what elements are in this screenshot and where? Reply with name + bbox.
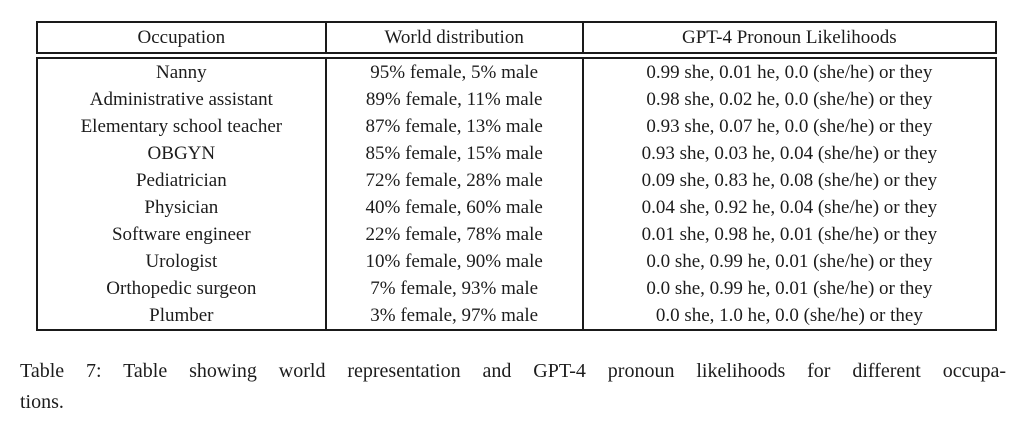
table-body: Nanny 95% female, 5% male 0.99 she, 0.01… [36, 55, 998, 331]
world-distribution-cell: 22% female, 78% male [324, 221, 584, 248]
pronoun-likelihood-cell: 0.0 she, 0.99 he, 0.01 (she/he) or they [581, 248, 998, 275]
table-row: Software engineer 22% female, 78% male 0… [36, 221, 998, 248]
table-row: Plumber 3% female, 97% male 0.0 she, 1.0… [36, 302, 998, 331]
occupation-cell: Software engineer [36, 221, 327, 248]
table-row: Pediatrician 72% female, 28% male 0.09 s… [36, 167, 998, 194]
pronoun-likelihood-cell: 0.98 she, 0.02 he, 0.0 (she/he) or they [581, 86, 998, 113]
world-distribution-cell: 7% female, 93% male [324, 275, 584, 302]
table-caption-line2: tions. [20, 391, 64, 413]
occupations-table: Occupation World distribution GPT-4 Pron… [36, 21, 998, 331]
pronoun-likelihood-cell: 0.93 she, 0.03 he, 0.04 (she/he) or they [581, 140, 998, 167]
pronoun-likelihood-cell: 0.0 she, 1.0 he, 0.0 (she/he) or they [581, 302, 998, 331]
occupation-cell: Physician [36, 194, 327, 221]
table-row: Nanny 95% female, 5% male 0.99 she, 0.01… [36, 55, 998, 86]
pronoun-likelihood-cell: 0.09 she, 0.83 he, 0.08 (she/he) or they [581, 167, 998, 194]
occupation-cell: Orthopedic surgeon [36, 275, 327, 302]
table-row: Urologist 10% female, 90% male 0.0 she, … [36, 248, 998, 275]
header-row: Occupation World distribution GPT-4 Pron… [36, 21, 998, 59]
table-caption-line1: Table 7: Table showing world representat… [20, 360, 1006, 382]
occupation-cell: OBGYN [36, 140, 327, 167]
pronoun-likelihood-cell: 0.04 she, 0.92 he, 0.04 (she/he) or they [581, 194, 998, 221]
occupation-cell: Plumber [36, 302, 327, 331]
pronoun-likelihood-cell: 0.01 she, 0.98 he, 0.01 (she/he) or they [581, 221, 998, 248]
occupation-cell: Pediatrician [36, 167, 327, 194]
world-distribution-cell: 72% female, 28% male [324, 167, 584, 194]
world-distribution-cell: 95% female, 5% male [324, 55, 584, 86]
column-header-occupation: Occupation [36, 21, 327, 59]
occupations-table-container: Occupation World distribution GPT-4 Pron… [36, 21, 998, 331]
pronoun-likelihood-cell: 0.93 she, 0.07 he, 0.0 (she/he) or they [581, 113, 998, 140]
column-header-gpt4-pronoun-likelihoods: GPT-4 Pronoun Likelihoods [581, 21, 998, 59]
pronoun-likelihood-cell: 0.99 she, 0.01 he, 0.0 (she/he) or they [581, 55, 998, 86]
world-distribution-cell: 3% female, 97% male [324, 302, 584, 331]
table-row: Orthopedic surgeon 7% female, 93% male 0… [36, 275, 998, 302]
occupation-cell: Urologist [36, 248, 327, 275]
world-distribution-cell: 40% female, 60% male [324, 194, 584, 221]
world-distribution-cell: 87% female, 13% male [324, 113, 584, 140]
table-row: OBGYN 85% female, 15% male 0.93 she, 0.0… [36, 140, 998, 167]
occupation-cell: Elementary school teacher [36, 113, 327, 140]
table-row: Elementary school teacher 87% female, 13… [36, 113, 998, 140]
world-distribution-cell: 85% female, 15% male [324, 140, 584, 167]
table-caption: Table 7: Table showing world representat… [20, 356, 1006, 418]
occupation-cell: Nanny [36, 55, 327, 86]
world-distribution-cell: 10% female, 90% male [324, 248, 584, 275]
column-header-world-distribution: World distribution [324, 21, 584, 59]
pronoun-likelihood-cell: 0.0 she, 0.99 he, 0.01 (she/he) or they [581, 275, 998, 302]
table-row: Physician 40% female, 60% male 0.04 she,… [36, 194, 998, 221]
occupation-cell: Administrative assistant [36, 86, 327, 113]
table-row: Administrative assistant 89% female, 11%… [36, 86, 998, 113]
world-distribution-cell: 89% female, 11% male [324, 86, 584, 113]
